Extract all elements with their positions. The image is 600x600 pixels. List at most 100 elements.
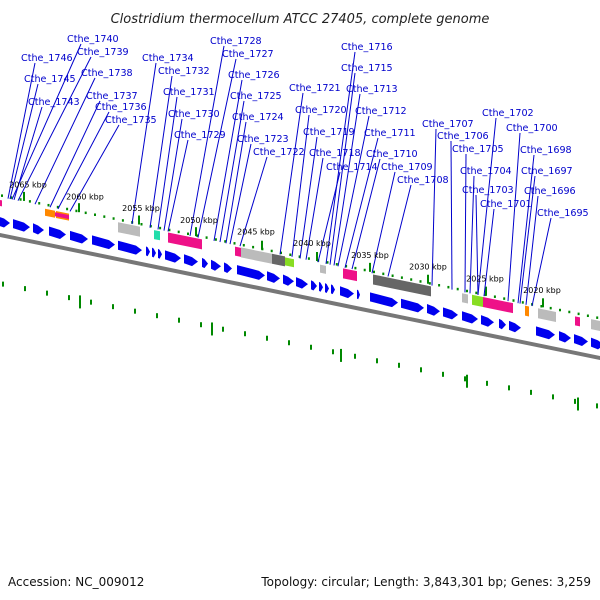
gene-arrow [401,298,424,313]
leader-line [329,72,356,265]
gene-label: Cthe_1731 [163,87,215,98]
leader-line [57,111,110,210]
scale-label: 2035 kbp [351,251,389,260]
gene-label: Cthe_1696 [524,186,576,197]
gene-track [0,217,600,350]
gene-label: Cthe_1738 [81,68,133,79]
gene-label: Cthe_1723 [237,134,289,145]
gene-arrow [146,246,150,257]
leader-line [279,92,304,255]
inner-tick-track [2,281,598,411]
gene-label: Cthe_1724 [232,112,284,123]
scale-label: 2020 kbp [523,286,561,295]
feature-block [472,294,483,308]
gene-label: Cthe_1721 [289,83,341,94]
gene-arrow [165,250,181,263]
feature-block [55,212,69,220]
leader-line [525,195,539,305]
gene-label: Cthe_1697 [521,166,573,177]
scale-label: 2045 kbp [237,227,275,236]
gene-label: Cthe_1739 [77,47,129,58]
gene-arrow [92,235,115,250]
genome-backbone [0,232,600,361]
gene-arrow [118,240,142,255]
feature-block [154,230,160,241]
feature-block [235,246,241,257]
feature-block [0,200,2,207]
gene-label: Cthe_1709 [381,162,433,173]
leader-line [475,194,479,295]
gene-arrow [357,289,360,300]
gene-arrow [462,311,478,324]
leader-line [225,121,247,244]
scale-label: 2065 kbp [9,181,47,190]
gene-arrow [283,274,294,286]
feature-block [343,268,357,282]
gene-label: Cthe_1715 [341,63,393,74]
gene-arrow [536,326,555,340]
leader-line [157,96,178,230]
scale-label: 2050 kbp [180,216,218,225]
leader-line [167,139,189,232]
leader-line [351,158,381,270]
gene-label: Cthe_1736 [95,102,147,113]
gene-arrow [340,286,354,299]
scale-label: 2030 kbp [409,263,447,272]
gene-label: Cthe_1701 [480,199,532,210]
gene-label: Cthe_1728 [210,36,262,47]
gene-arrow [311,280,317,291]
leader-line [333,93,361,266]
gene-label: Cthe_1700 [506,123,558,134]
gene-arrow [49,226,66,240]
leader-line [7,62,36,199]
leader-line [9,83,39,200]
gene-label: Cthe_1727 [222,49,274,60]
leader-line [49,100,101,208]
outer-tick-track [1,191,599,319]
gene-label: Cthe_1737 [86,91,138,102]
feature-block [45,208,55,218]
gene-label: Cthe_1695 [537,208,589,219]
gene-arrow [33,223,44,235]
gene-arrow [331,284,335,295]
gene-arrow [152,247,156,258]
feature-block [462,293,468,304]
gene-label: Cthe_1713 [346,84,398,95]
scale-label: 2055 kbp [122,204,160,213]
gene-arrow [184,254,198,267]
gene-arrow [481,315,494,327]
gene-arrow [70,230,88,244]
gene-arrow [591,337,600,350]
feature-track-outer [0,200,600,332]
leader-line [431,128,437,286]
gene-arrow [0,217,10,228]
gene-label: Cthe_1712 [355,106,407,117]
gene-labels: Cthe_1740 Cthe_1739 Cthe_1746 Cthe_1738 Cthe… [21,34,589,219]
leader-line [344,137,379,268]
leader-line [517,154,535,304]
gene-label: Cthe_1708 [397,175,449,186]
leader-line [197,58,237,238]
leader-line [299,136,318,259]
gene-arrow [443,307,458,320]
gene-label: Cthe_1746 [21,53,73,64]
gene-label: Cthe_1711 [364,128,416,139]
leader-line [13,106,43,201]
leader-line [483,208,495,297]
feature-block [591,319,600,332]
gene-label: Cthe_1719 [303,127,355,138]
leader-line [239,156,268,247]
gene-label: Cthe_1716 [341,42,393,53]
gene-label: Cthe_1705 [452,144,504,155]
feature-block [168,232,202,250]
leader-line [519,175,536,304]
gene-label: Cthe_1726 [228,70,280,81]
leader-line [464,153,467,293]
scale-label: 2025 kbp [466,274,504,283]
gene-label: Cthe_1722 [253,147,305,158]
backbone-line [0,232,600,361]
leader-line [291,114,310,257]
leader-line [131,62,157,225]
gene-label: Cthe_1718 [309,148,361,159]
gene-label: Cthe_1734 [142,53,194,64]
